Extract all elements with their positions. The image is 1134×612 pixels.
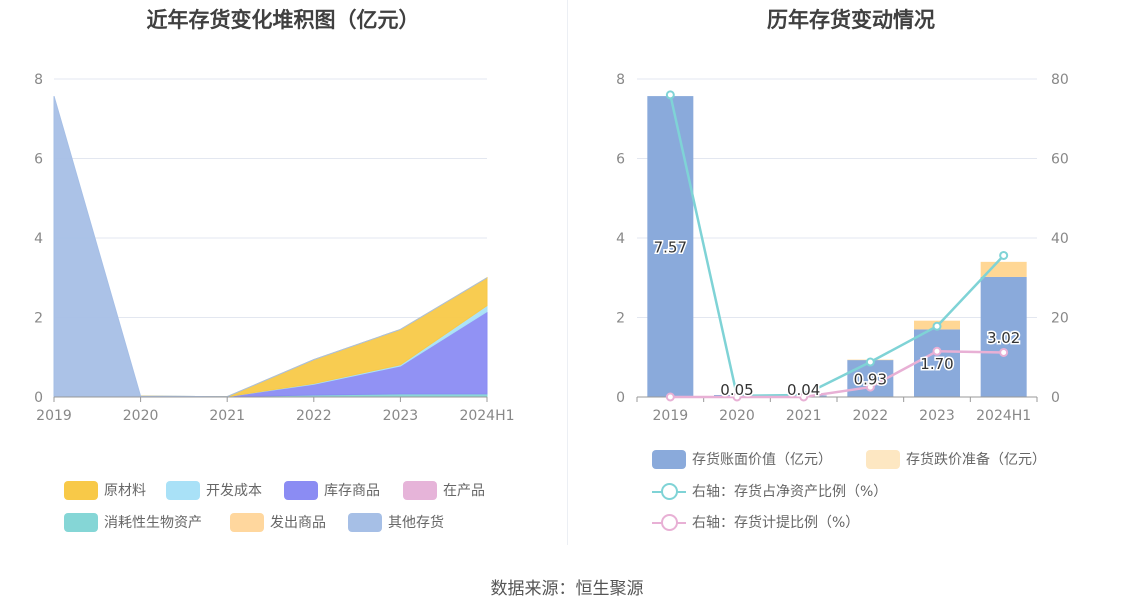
left-legend-item[interactable]: 在产品 [403, 480, 485, 500]
left-x-tick-label: 2024H1 [459, 408, 514, 424]
right-x-tick-label: 2023 [919, 408, 955, 424]
right-y2-tick-label: 40 [1051, 231, 1069, 247]
bar-data-label: 0.04 [787, 381, 820, 399]
line-series-1 [670, 350, 1004, 399]
bar-series-0 [914, 329, 960, 397]
left-y-tick-label: 4 [34, 231, 43, 247]
right-legend-item[interactable]: 存货账面价值（亿元） [652, 449, 832, 469]
left-legend-item[interactable]: 原材料 [64, 480, 146, 500]
left-y-tick-label: 6 [34, 152, 43, 168]
left-legend-label: 在产品 [443, 483, 485, 499]
bar-series-1 [980, 261, 1027, 277]
line-point-0 [932, 321, 942, 331]
left-y-tick-label: 8 [34, 72, 43, 88]
right-y-tick-label: 8 [616, 72, 625, 88]
bar-data-label: 0.93 [854, 371, 887, 389]
line-point-0 [665, 90, 675, 100]
left-legend-swatch [284, 480, 318, 500]
right-legend-swatch [866, 449, 900, 469]
line-point-1 [665, 392, 675, 402]
left-legend-item[interactable]: 消耗性生物资产 [64, 512, 202, 532]
right-chart-title: 历年存货变动情况 [767, 8, 935, 32]
left-legend-swatch [64, 480, 98, 500]
line-point-1 [865, 382, 875, 392]
left-legend-item[interactable]: 发出商品 [230, 512, 326, 532]
left-x-tick-label: 2020 [123, 408, 159, 424]
right-legend-label: 存货账面价值（亿元） [692, 452, 832, 468]
right-y-tick-label: 2 [616, 311, 625, 327]
right-y-tick-label: 0 [616, 390, 625, 406]
left-legend-swatch [64, 512, 98, 532]
right-x-tick-label: 2024H1 [976, 408, 1031, 424]
right-y-tick-label: 4 [616, 231, 625, 247]
left-legend-item[interactable]: 其他存货 [348, 512, 444, 532]
right-legend-item[interactable]: 右轴：存货计提比例（%） [652, 512, 859, 532]
left-legend-label: 库存商品 [324, 483, 380, 499]
left-legend-label: 消耗性生物资产 [104, 515, 202, 531]
left-legend-item[interactable]: 库存商品 [284, 480, 380, 500]
left-legend-label: 发出商品 [270, 515, 326, 531]
right-y-tick-label: 6 [616, 152, 625, 168]
right-legend-swatch [652, 513, 686, 532]
right-x-tick-label: 2021 [786, 408, 822, 424]
right-x-tick-label: 2020 [719, 408, 755, 424]
right-x-tick-label: 2019 [653, 408, 689, 424]
line-series-0 [669, 94, 1005, 398]
line-point-1 [732, 392, 742, 402]
left-legend-swatch [348, 512, 382, 532]
left-chart-title: 近年存货变化堆积图（亿元） [146, 8, 420, 32]
right-y2-tick-label: 80 [1051, 72, 1069, 88]
right-legend-label: 右轴：存货计提比例（%） [692, 515, 860, 531]
right-y2-tick-label: 0 [1051, 390, 1060, 406]
line-point-1 [799, 392, 809, 402]
left-legend-item[interactable]: 开发成本 [166, 480, 262, 500]
right-y2-tick-label: 20 [1051, 311, 1069, 327]
right-legend-label: 右轴：存货占净资产比例（%） [692, 484, 888, 500]
bar-series-0 [647, 96, 694, 397]
bar-line-panel: 历年存货变动情况 0 2 4 6 8 0 20 40 60 80 2019 2020 2021 2022 2… [568, 0, 1134, 545]
right-legend-item[interactable]: 存货跌价准备（亿元） [866, 449, 1046, 469]
bar-data-label: 1.70 [920, 355, 953, 373]
bar-data-label: 7.57 [654, 239, 687, 257]
right-y2-tick-label: 60 [1051, 152, 1069, 168]
left-legend-label: 其他存货 [388, 515, 444, 531]
panel-divider [567, 0, 568, 545]
left-x-tick-label: 2023 [383, 408, 419, 424]
bar-data-label: 0.05 [720, 381, 753, 399]
right-legend-swatch [652, 449, 686, 469]
data-source: 数据来源：恒生聚源 [490, 579, 644, 599]
right-legend-label: 存货跌价准备（亿元） [906, 452, 1046, 468]
left-legend-label: 原材料 [104, 483, 146, 499]
line-point-1 [932, 346, 942, 356]
line-point-0 [999, 250, 1009, 260]
left-legend-swatch [403, 480, 437, 500]
right-legend-swatch [652, 482, 686, 501]
left-legend-label: 开发成本 [206, 483, 262, 499]
left-legend-swatch [166, 480, 200, 500]
bar-data-label: 3.02 [987, 329, 1020, 347]
left-y-tick-label: 2 [34, 311, 43, 327]
stacked-area-chart: 0 2 4 6 8 2019 2020 2021 2022 2023 2024H1 [34, 72, 514, 424]
right-legend-item[interactable]: 右轴：存货占净资产比例（%） [652, 481, 887, 501]
line-point-0 [865, 357, 875, 367]
bar-series-0 [980, 276, 1027, 397]
left-y-tick-label: 0 [34, 390, 43, 406]
left-x-tick-label: 2021 [209, 408, 245, 424]
left-x-tick-label: 2019 [36, 408, 72, 424]
line-point-1 [999, 347, 1009, 357]
left-legend-swatch [230, 512, 264, 532]
stacked-area-panel: 近年存货变化堆积图（亿元） 0 2 4 6 8 2019 2020 2021 2022 2023 2… [0, 0, 566, 545]
right-x-tick-label: 2022 [853, 408, 889, 424]
left-x-tick-label: 2022 [296, 408, 332, 424]
